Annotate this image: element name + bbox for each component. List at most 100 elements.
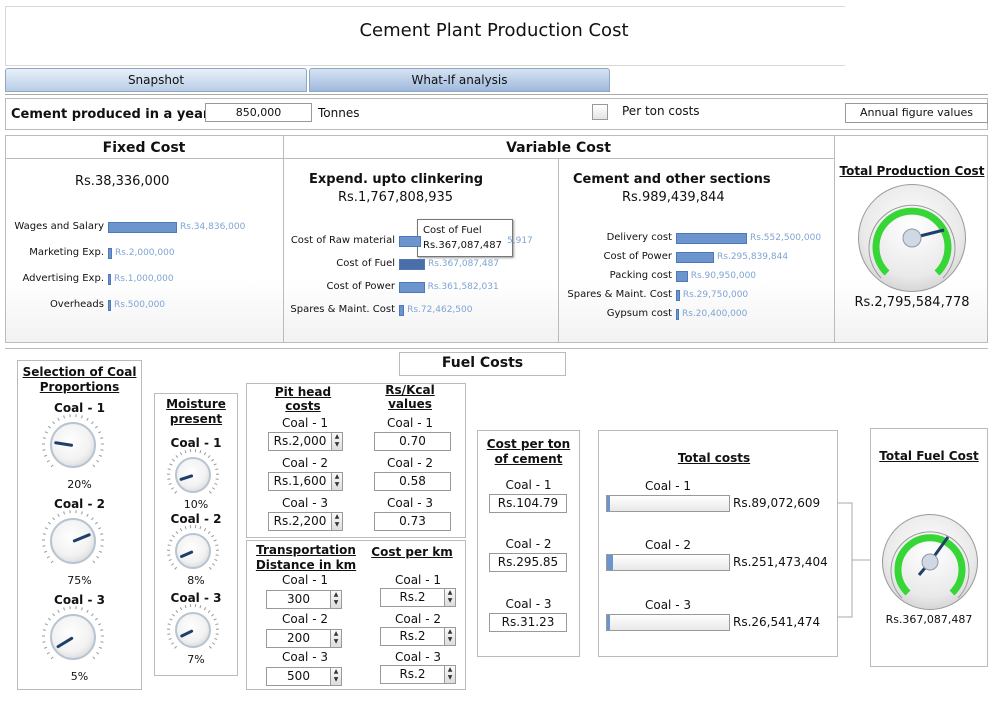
per-ton-coal-label: Coal - 3 <box>505 597 552 611</box>
fixed-bar-value: Rs.34,836,000 <box>180 222 246 232</box>
selection-title-2: Proportions <box>39 380 120 394</box>
spin-icon[interactable]: ▲ ▼ <box>445 665 456 684</box>
transport-coal-label: Coal - 3 <box>281 650 328 664</box>
tab-what-if-analysis[interactable]: What-If analysis <box>309 68 610 92</box>
spin-icon[interactable]: ▲ ▼ <box>332 472 343 491</box>
clinker-title: Expend. upto clinkering <box>309 172 484 187</box>
fixed-bar <box>108 300 111 311</box>
moisture-knob[interactable] <box>167 604 219 649</box>
title-bar <box>5 6 845 66</box>
knob-ticks-icon <box>167 449 219 494</box>
fixed-cost-total: Rs.38,336,000 <box>75 174 170 189</box>
cost-per-km-input[interactable]: Rs.2 <box>380 665 445 684</box>
divider <box>5 94 988 95</box>
production-row <box>5 98 988 130</box>
transport-distance-input[interactable]: 300 <box>266 590 331 609</box>
total-cost-bar <box>606 495 730 512</box>
cement-bar-label: Spares & Maint. Cost <box>567 289 672 300</box>
clinker-bar-value: Rs.361,582,031 <box>427 282 499 292</box>
moisture-knob[interactable] <box>167 449 219 494</box>
tab-snapshot[interactable]: Snapshot <box>5 68 307 92</box>
cost-per-km-input[interactable]: Rs.2 <box>380 588 445 607</box>
clinker-bar-value: Rs.72,462,500 <box>407 305 473 315</box>
divider <box>5 158 834 159</box>
clinker-bar <box>399 259 425 270</box>
clinker-bar-value: 5,917 <box>507 236 533 246</box>
total-costs-title: Total costs <box>677 451 751 465</box>
clinker-bar-value: Rs.367,087,487 <box>428 259 500 269</box>
total-production-gauge <box>858 184 966 292</box>
clinker-bar-label: Spares & Maint. Cost <box>290 304 395 315</box>
coal-proportion-knob[interactable] <box>42 510 104 564</box>
per-ton-title-2: of cement <box>494 452 563 466</box>
total-fuel-gauge <box>882 514 978 610</box>
transport-distance-input[interactable]: 500 <box>266 667 331 686</box>
knob-ticks-icon <box>167 604 219 649</box>
tooltip-value: Rs.367,087,487 <box>423 240 502 251</box>
per-km-coal-label: Coal - 1 <box>394 573 441 587</box>
spin-icon[interactable]: ▲ ▼ <box>332 512 343 531</box>
fixed-bar-label: Advertising Exp. <box>22 273 104 284</box>
per-ton-coal-label: Coal - 1 <box>505 478 552 492</box>
cement-title: Cement and other sections <box>573 172 771 187</box>
per-ton-label: Per ton costs <box>622 104 700 118</box>
kcal-value-input[interactable]: 0.58 <box>374 472 451 491</box>
clinker-bar <box>399 236 421 247</box>
fixed-bar-label: Marketing Exp. <box>29 247 104 258</box>
coal-proportion-knob[interactable] <box>42 414 104 468</box>
moisture-coal-value: 7% <box>187 653 205 666</box>
transport-coal-label: Coal - 1 <box>281 573 328 587</box>
total-cost-bar-fill <box>607 496 610 511</box>
kcal-coal-label: Coal - 2 <box>386 456 433 470</box>
pit-head-cost-input[interactable]: Rs.2,200 <box>268 512 332 531</box>
spin-icon[interactable]: ▲ ▼ <box>332 432 343 451</box>
selection-coal-value: 20% <box>67 478 92 491</box>
kcal-value-input[interactable]: 0.70 <box>374 432 451 451</box>
total-cost-bar <box>606 554 730 571</box>
spin-icon[interactable]: ▲ ▼ <box>331 590 342 609</box>
annual-figure-button[interactable]: Annual figure values <box>845 103 988 123</box>
moisture-coal-value: 10% <box>183 498 209 511</box>
selection-title: Selection of Coal <box>22 365 137 379</box>
cement-bar-label: Gypsum cost <box>606 308 672 319</box>
cement-bar-value: Rs.90,950,000 <box>690 271 757 281</box>
per-km-title: Cost per km <box>371 545 453 559</box>
knob-ticks-icon <box>42 414 104 468</box>
clinker-bar <box>399 305 405 316</box>
total-cost-coal-label: Coal - 3 <box>644 598 691 612</box>
cost-per-km-input[interactable]: Rs.2 <box>380 627 445 646</box>
selection-coal-value: 75% <box>67 574 92 587</box>
tooltip: Cost of Fuel Rs.367,087,487 <box>417 219 513 257</box>
clinker-bar-label: Cost of Power <box>326 281 395 292</box>
fixed-bar-label: Overheads <box>49 299 104 310</box>
spin-icon[interactable]: ▲ ▼ <box>445 588 456 607</box>
production-input[interactable]: 850,000 <box>205 103 312 122</box>
knob-ticks-icon <box>167 525 219 570</box>
fuel-header-box <box>399 352 566 376</box>
moisture-title: Moisture <box>166 397 226 411</box>
spin-icon[interactable]: ▲ ▼ <box>331 629 342 648</box>
per-ton-checkbox[interactable] <box>592 104 608 120</box>
fixed-bar-value: Rs.2,000,000 <box>114 248 175 258</box>
clinker-bar-label: Cost of Raw material <box>290 235 395 246</box>
coal-proportion-knob[interactable] <box>42 606 104 660</box>
moisture-knob[interactable] <box>167 525 219 570</box>
transport-title: Transportation <box>256 543 356 557</box>
clinker-bar <box>399 282 425 293</box>
production-unit: Tonnes <box>318 106 360 120</box>
gauge-icon <box>868 204 956 279</box>
total-fuel-title: Total Fuel Cost <box>879 449 979 463</box>
spin-icon[interactable]: ▲ ▼ <box>445 627 456 646</box>
kcal-title: Rs/Kcal <box>385 383 435 397</box>
pit-head-cost-input[interactable]: Rs.2,000 <box>268 432 332 451</box>
per-km-coal-label: Coal - 3 <box>394 650 441 664</box>
selection-coal-label: Coal - 3 <box>54 593 105 607</box>
variable-cost-header: Variable Cost <box>506 140 611 156</box>
spin-icon[interactable]: ▲ ▼ <box>331 667 342 686</box>
kcal-value-input[interactable]: 0.73 <box>374 512 451 531</box>
pit-head-cost-input[interactable]: Rs.1,600 <box>268 472 332 491</box>
gauge-icon <box>890 531 970 599</box>
transport-distance-input[interactable]: 200 <box>266 629 331 648</box>
kcal-coal-label: Coal - 1 <box>386 416 433 430</box>
fixed-bar-label: Wages and Salary <box>14 221 104 232</box>
